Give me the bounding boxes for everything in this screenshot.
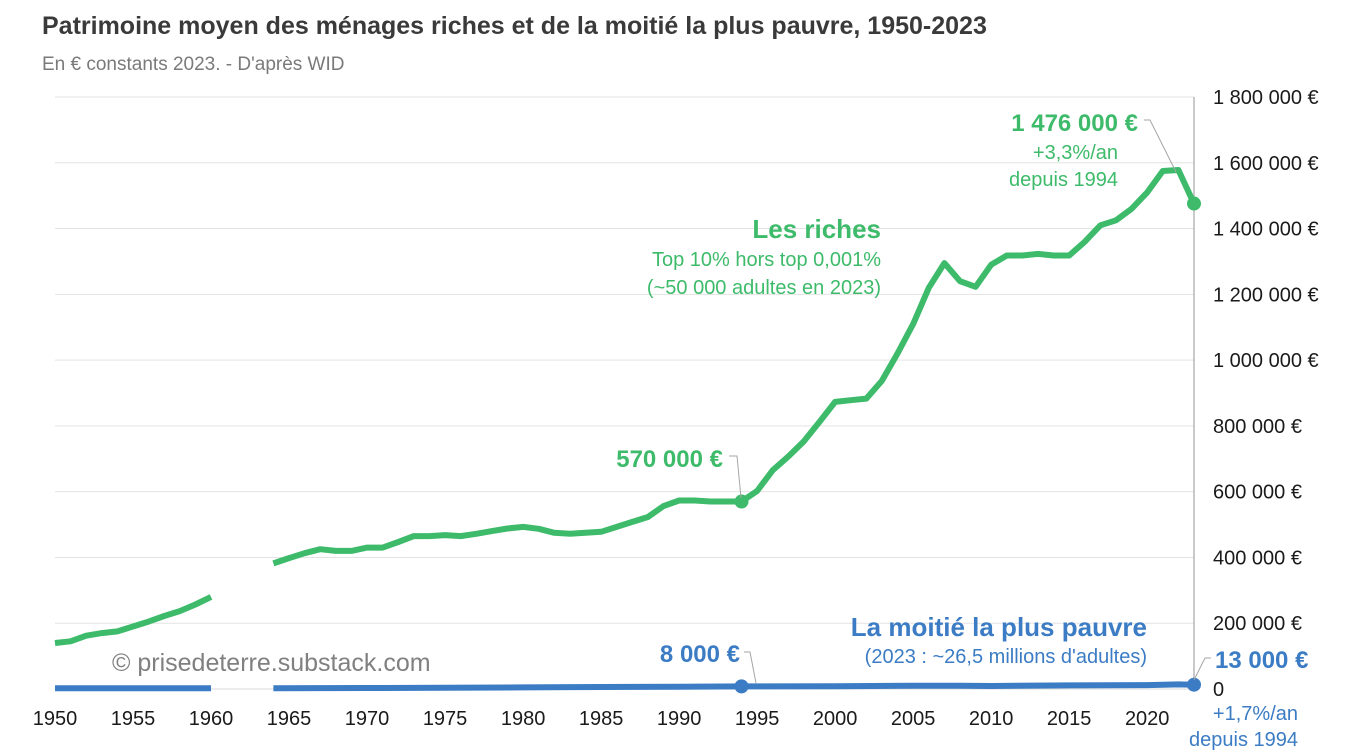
y-tick-label: 0: [1213, 679, 1224, 701]
y-tick-label: 1 200 000 €: [1213, 284, 1319, 306]
rich-2023-growth: +3,3%/an: [1033, 142, 1118, 164]
y-tick-label: 1 600 000 €: [1213, 153, 1319, 175]
series-riches: [54, 167, 1201, 646]
y-tick-label: 800 000 €: [1213, 416, 1302, 438]
x-tick-label: 2005: [891, 708, 936, 730]
data-point-marker: [734, 679, 749, 694]
rich-series-desc-line1: Top 10% hors top 0,001%: [652, 249, 881, 271]
y-axis: 0 200 000 € 400 000 € 600 000 € 800 000 € 1 0…: [1213, 87, 1319, 701]
poor-1994-label: 8 000 €: [660, 641, 740, 668]
poor-2023-label: 13 000 €: [1215, 647, 1308, 674]
poor-series-desc: (2023 : ~26,5 millions d'adultes): [865, 646, 1147, 668]
x-tick-label: 2020: [1125, 708, 1170, 730]
x-tick-label: 1985: [579, 708, 624, 730]
y-tick-label: 600 000 €: [1213, 482, 1302, 504]
rich-2023-label: 1 476 000 €: [1011, 110, 1138, 137]
gridlines: [55, 96, 1194, 624]
series-moitie-pauvre: [55, 677, 1201, 694]
rich-series-desc-line2: (~50 000 adultes en 2023): [647, 277, 881, 299]
credit: © prisedeterre.substack.com: [112, 649, 431, 677]
poor-1994-leader: [744, 651, 757, 684]
x-tick-label: 1970: [345, 708, 390, 730]
series-line-segment: [272, 167, 1197, 567]
y-tick-label: 400 000 €: [1213, 547, 1302, 569]
x-tick-label: 1980: [501, 708, 546, 730]
rich-1994-leader: [729, 455, 742, 499]
x-axis: 1950 1955 1960 1965 1970 1975 1980 1985 1990 1995…: [33, 708, 1170, 730]
rich-2023-leader: [1144, 119, 1177, 173]
data-point-marker: [1187, 196, 1201, 211]
data-point-marker: [734, 494, 749, 509]
y-tick-label: 1 000 000 €: [1213, 350, 1319, 372]
x-tick-label: 1975: [423, 708, 468, 730]
series-layer: [54, 167, 1201, 694]
series-line-segment: [54, 594, 213, 646]
y-tick-label: 1 800 000 €: [1213, 87, 1319, 109]
poor-2023-since: depuis 1994: [1189, 729, 1298, 751]
data-point-marker: [1187, 677, 1201, 692]
rich-1994-label: 570 000 €: [616, 446, 723, 473]
x-tick-label: 1960: [189, 708, 234, 730]
x-tick-label: 2010: [969, 708, 1014, 730]
x-tick-label: 1995: [735, 708, 780, 730]
x-tick-label: 2015: [1047, 708, 1092, 730]
chart-title: Patrimoine moyen des ménages riches et d…: [42, 12, 987, 40]
y-tick-label: 1 400 000 €: [1213, 219, 1319, 241]
x-tick-label: 1990: [657, 708, 702, 730]
x-tick-label: 1950: [33, 708, 78, 730]
rich-series-label: Les riches: [752, 214, 881, 244]
rich-2023-since: depuis 1994: [1009, 169, 1118, 191]
series-line-segment: [273, 681, 1195, 692]
poor-2023-growth: +1,7%/an: [1213, 703, 1298, 725]
y-tick-label: 200 000 €: [1213, 613, 1302, 635]
x-tick-label: 1965: [267, 708, 312, 730]
poor-series-label: La moitié la plus pauvre: [851, 612, 1147, 642]
chart-subtitle: En € constants 2023. - D'après WID: [42, 54, 345, 75]
x-tick-label: 2000: [813, 708, 858, 730]
x-tick-label: 1955: [111, 708, 156, 730]
poor-2023-leader: [1193, 657, 1211, 681]
